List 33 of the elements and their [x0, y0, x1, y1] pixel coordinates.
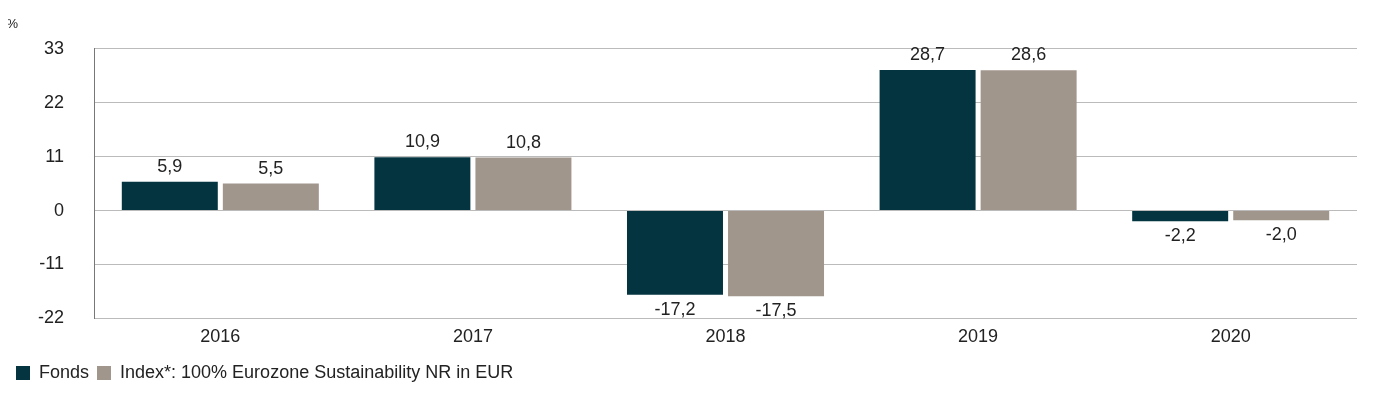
bar: [374, 157, 471, 211]
data-label: 28,6: [1011, 44, 1047, 65]
data-label: -17,2: [654, 298, 696, 319]
bar: [222, 183, 319, 211]
bar: [627, 211, 723, 295]
bar: [980, 70, 1077, 211]
x-tick-label: 2019: [958, 326, 999, 347]
data-label: 28,7: [910, 43, 946, 64]
bar: [728, 211, 825, 297]
x-tick-label: 2020: [1210, 326, 1251, 347]
y-tick-label: 22: [43, 91, 65, 112]
bar: [1132, 211, 1229, 222]
bar: [1233, 211, 1330, 221]
y-tick-label: -22: [38, 307, 65, 328]
data-label: 5,9: [157, 155, 183, 176]
data-label: 10,9: [404, 131, 440, 152]
legend-label: Index*: 100% Eurozone Sustainability NR in EUR: [120, 361, 514, 382]
x-tick-label: 2018: [705, 326, 746, 347]
bar: [475, 157, 572, 211]
data-label: -2,0: [1265, 224, 1297, 245]
legend-label: Fonds: [39, 361, 90, 382]
y-tick-label: 0: [54, 199, 65, 220]
data-label: -17,5: [755, 300, 797, 321]
data-label: 5,5: [258, 157, 284, 178]
y-tick-label: -11: [39, 253, 65, 274]
y-tick-label: 11: [45, 145, 65, 166]
bar: [879, 69, 976, 211]
bar: [121, 181, 218, 211]
x-tick-label: 2017: [452, 326, 493, 347]
data-label: 10,8: [505, 131, 541, 152]
y-tick-label: 33: [43, 37, 65, 58]
x-tick-label: 2016: [200, 326, 241, 347]
data-label: -2,2: [1164, 225, 1196, 246]
